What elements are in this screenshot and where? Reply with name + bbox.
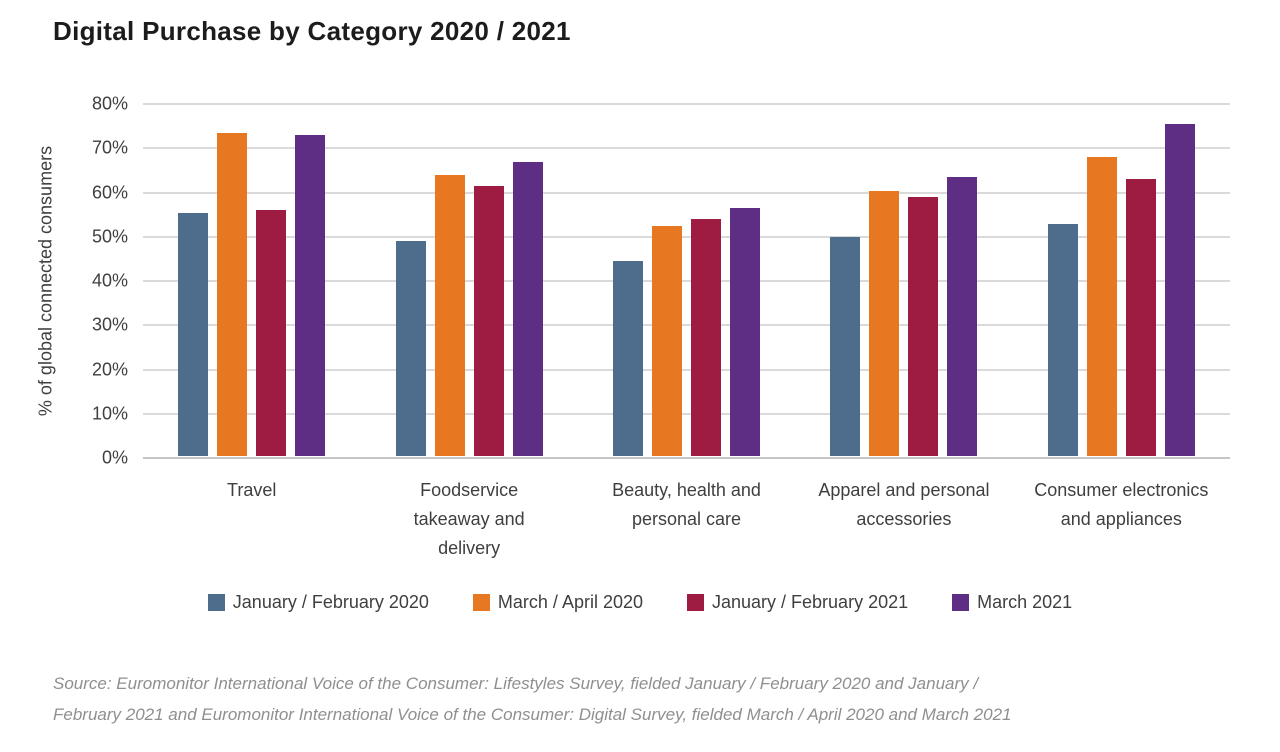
bar: [217, 132, 248, 456]
category-label: Travel: [227, 480, 277, 500]
legend-item: January / February 2020: [207, 592, 429, 613]
gridline: [143, 191, 1230, 194]
legend-swatch-icon: [687, 594, 704, 611]
y-tick-label: 20%: [91, 359, 128, 379]
category-label: Consumer electronics and appliances: [1034, 480, 1209, 529]
bar: [908, 197, 939, 456]
gridline: [143, 324, 1230, 327]
category-label: Beauty, health and personal care: [612, 480, 761, 529]
bar: [434, 175, 465, 456]
category-label: Foodservice takeaway and delivery: [413, 480, 525, 558]
y-tick-label: 30%: [91, 314, 128, 335]
y-tick-label: 60%: [91, 182, 128, 202]
plot-area: [143, 103, 1230, 459]
gridline: [143, 280, 1230, 282]
x-axis-category-labels: Travel Foodservice takeaway and delivery B…: [143, 476, 1230, 562]
bar: [1086, 157, 1117, 456]
bar: [613, 261, 644, 456]
y-tick-label: 50%: [91, 226, 128, 247]
bar: [869, 190, 900, 456]
bar-group: [795, 104, 1012, 456]
legend-label: January / February 2021: [712, 592, 909, 612]
y-axis-tick-labels: 0% 10% 20% 30% 40% 50% 60% 70% 80%: [38, 94, 128, 468]
y-tick-label: 0%: [101, 447, 128, 468]
legend-swatch-icon: [952, 594, 970, 611]
y-tick-label: 10%: [91, 403, 128, 424]
bar: [1125, 179, 1156, 456]
gridline: [143, 103, 1230, 105]
legend-label: January / February 2020: [232, 592, 429, 612]
bar: [652, 225, 683, 456]
chart-title: Digital Purchase by Category 2020 / 2021: [53, 16, 571, 46]
bar: [395, 241, 426, 456]
bar: [947, 177, 978, 456]
gridline: [143, 368, 1230, 371]
bar-group: [1013, 104, 1230, 456]
gridline: [143, 147, 1230, 150]
bar: [512, 161, 543, 456]
legend-label: March / April 2020: [497, 592, 643, 612]
bar: [473, 186, 504, 456]
legend-item: March 2021: [952, 592, 1072, 613]
legend-swatch-icon: [207, 594, 225, 611]
y-tick-label: 80%: [91, 93, 128, 114]
category-label: Apparel and personal accessories: [818, 480, 990, 529]
bar: [295, 135, 326, 456]
bar: [1164, 124, 1195, 456]
bar: [691, 219, 722, 456]
gridline: [143, 412, 1230, 415]
bar: [1047, 223, 1078, 456]
bar: [256, 210, 287, 456]
bar-group: [360, 104, 577, 456]
source-note: Source: Euromonitor International Voice …: [53, 674, 1012, 725]
gridline: [143, 235, 1230, 238]
bar: [830, 236, 861, 456]
bar: [730, 208, 761, 456]
legend-item: January / February 2021: [687, 592, 908, 613]
bar-group: [578, 104, 795, 456]
legend-label: March 2021: [977, 592, 1073, 612]
x-axis-line: [143, 457, 1230, 459]
legend-swatch-icon: [472, 594, 490, 611]
bar: [178, 212, 209, 456]
y-tick-label: 70%: [91, 137, 128, 158]
bar-groups-container: [143, 104, 1230, 456]
bar-group: [143, 104, 360, 456]
legend-item: March / April 2020: [472, 592, 643, 613]
legend: January / February 2020 March / April 202…: [0, 592, 1280, 613]
y-tick-label: 40%: [91, 270, 128, 291]
